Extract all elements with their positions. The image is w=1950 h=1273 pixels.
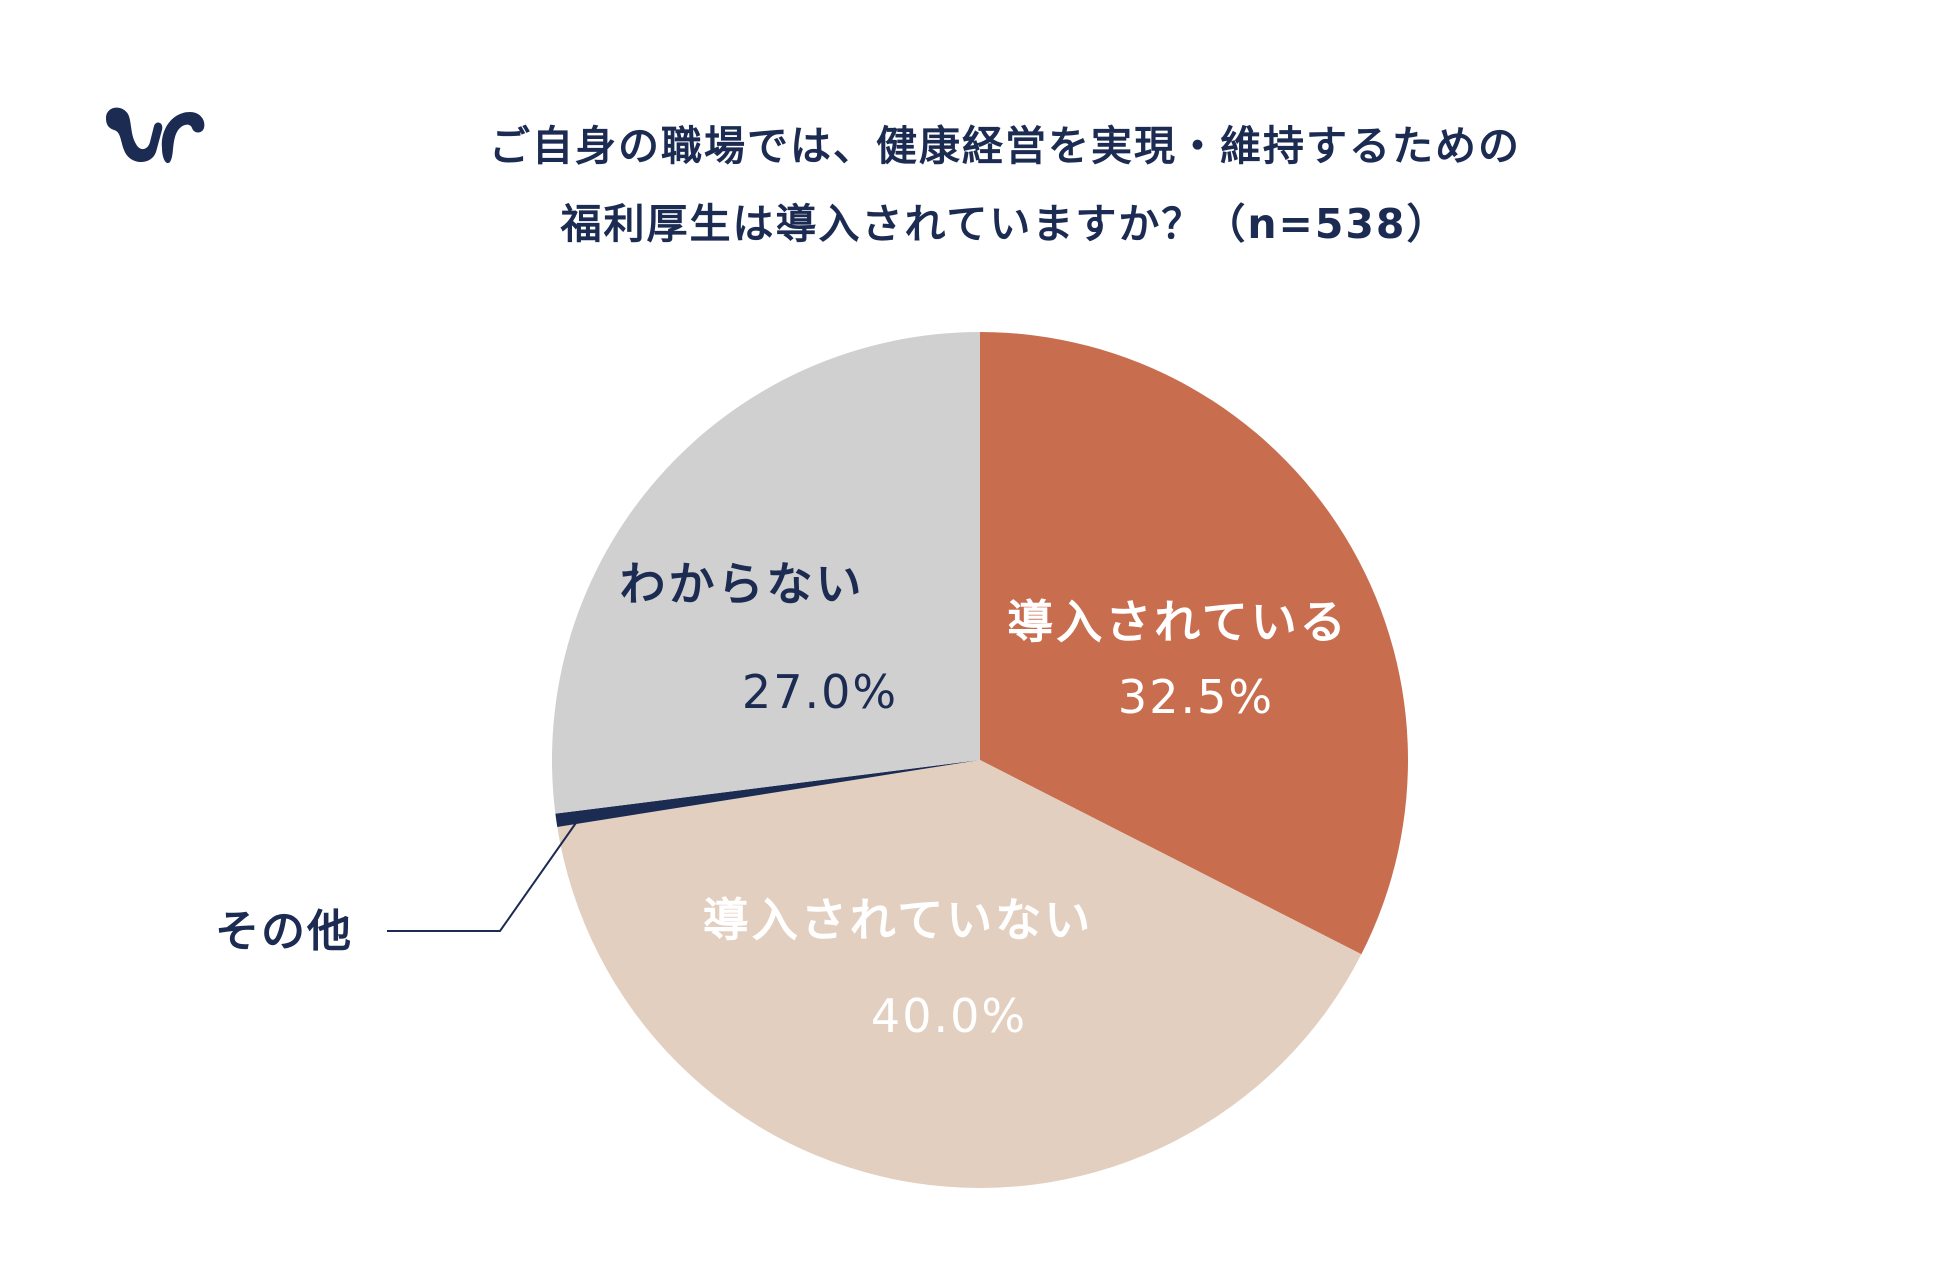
- slice-label-unknown: わからない: [620, 557, 865, 611]
- slice-pct-not-introduced: 40.0%: [871, 989, 1027, 1043]
- slice-label-other: その他: [215, 906, 353, 957]
- slice-label-not-introduced: 導入されていない: [703, 893, 1094, 947]
- chart-title-line2: 福利厚生は導入されていますか？（n=538）: [560, 200, 1450, 248]
- slice-unknown: [551, 332, 980, 814]
- slice-label-introduced: 導入されている: [1007, 595, 1349, 649]
- other-leader-line: [387, 819, 579, 932]
- chart-title-line1: ご自身の職場では、健康経営を実現・維持するための: [489, 122, 1521, 170]
- slice-introduced: [980, 332, 1409, 955]
- brand-logo-icon: [106, 107, 205, 164]
- pie-slices: [551, 332, 1409, 1188]
- slice-pct-unknown: 27.0%: [742, 665, 898, 719]
- slice-other: [555, 760, 980, 827]
- slice-not-introduced: [557, 760, 1362, 1188]
- slice-pct-introduced: 32.5%: [1118, 670, 1274, 724]
